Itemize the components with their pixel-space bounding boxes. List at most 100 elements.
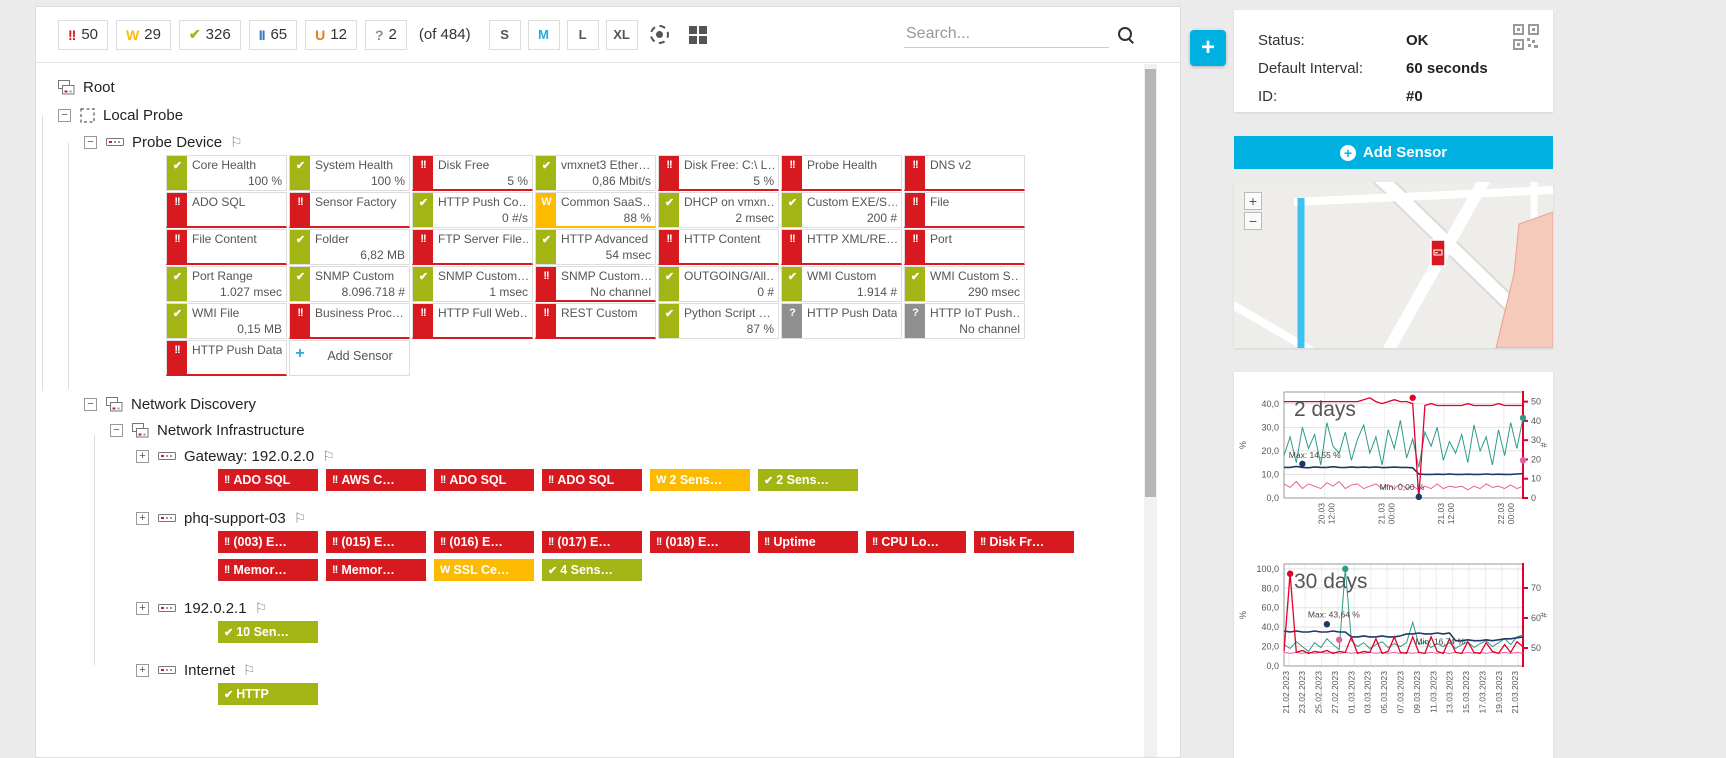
count-error[interactable]: !! 50: [58, 19, 109, 50]
flag-icon[interactable]: ⚐: [254, 599, 268, 616]
map-zoom-in-button[interactable]: +: [1244, 192, 1262, 210]
flag-icon[interactable]: ⚐: [293, 509, 307, 526]
sensor-tile[interactable]: !! HTTP Push Data: [166, 340, 287, 376]
size-button-m[interactable]: M: [527, 19, 560, 50]
sensor-tile[interactable]: ✔ Core Health 100 %: [166, 155, 287, 191]
tree-row-local-probe[interactable]: − Local Probe: [58, 101, 1180, 129]
expand-toggle[interactable]: +: [136, 663, 149, 677]
sensor-tile[interactable]: ✔ 2 Sens…: [758, 469, 858, 491]
flag-icon[interactable]: ⚐: [230, 133, 243, 150]
sensor-tile[interactable]: !! HTTP Full Web…: [412, 303, 533, 339]
count-warning[interactable]: W 29: [116, 19, 171, 50]
sensor-tile[interactable]: !! Disk Free: C:\ L… 5 %: [658, 155, 779, 191]
search-input[interactable]: [904, 21, 1109, 48]
sensor-tile[interactable]: ✔ Custom EXE/S… 200 #: [781, 192, 902, 228]
sensor-tile[interactable]: !! ADO SQL: [218, 469, 318, 491]
search-icon[interactable]: [1117, 26, 1135, 44]
sensor-tile[interactable]: !! ADO SQL: [542, 469, 642, 491]
size-button-xl[interactable]: XL: [605, 19, 638, 50]
tree-row-root[interactable]: Root: [58, 73, 1180, 101]
sensor-tile[interactable]: !! Business Proc…: [289, 303, 410, 339]
geo-map-card[interactable]: + −: [1234, 182, 1553, 348]
sensor-tile[interactable]: !! Uptime: [758, 531, 858, 553]
sensor-tile[interactable]: !! FTP Server File…: [412, 229, 533, 265]
flag-icon[interactable]: ⚐: [322, 447, 335, 464]
sensor-tile[interactable]: ✔ 4 Sens…: [542, 559, 642, 581]
flag-icon[interactable]: ⚐: [242, 661, 256, 678]
sensor-tile[interactable]: ✔ HTTP: [218, 683, 318, 705]
quick-add-button[interactable]: +: [1190, 30, 1226, 66]
sensor-tile[interactable]: !! CPU Lo…: [866, 531, 966, 553]
sensor-tile[interactable]: !! Disk Fr…: [974, 531, 1074, 553]
count-paused[interactable]: II 65: [248, 19, 298, 50]
qr-code-icon[interactable]: [1513, 24, 1539, 55]
add-sensor-button[interactable]: + Add Sensor: [1234, 136, 1553, 169]
grid-view-icon[interactable]: [683, 20, 713, 50]
tree-row-network-infrastructure[interactable]: − Network Infrastructure: [58, 417, 1180, 443]
expand-toggle[interactable]: +: [136, 601, 149, 615]
tree-row-network-discovery[interactable]: − Network Discovery: [58, 391, 1180, 417]
sensor-tile[interactable]: !! File: [904, 192, 1025, 228]
sensor-tile[interactable]: !! ADO SQL: [166, 192, 287, 228]
count-unknown[interactable]: ? 2: [364, 19, 407, 50]
sensor-tile[interactable]: ✔ Python Script … 87 %: [658, 303, 779, 339]
sensor-tile[interactable]: ✔ OUTGOING/All… 0 #: [658, 266, 779, 302]
sensor-tile[interactable]: !! ADO SQL: [434, 469, 534, 491]
sensor-tile[interactable]: !! Memor…: [326, 559, 426, 581]
tree-row-gateway-192-0-2-0[interactable]: + Gateway: 192.0.2.0 ⚐: [58, 443, 1180, 469]
map-zoom-out-button[interactable]: −: [1244, 212, 1262, 230]
sensor-tile[interactable]: ✔ HTTP Push Co… 0 #/s: [412, 192, 533, 228]
sensor-tile[interactable]: !! File Content: [166, 229, 287, 265]
scrollbar-track[interactable]: [1144, 64, 1157, 757]
size-button-s[interactable]: S: [488, 19, 521, 50]
sensor-tile[interactable]: !! Probe Health: [781, 155, 902, 191]
sensor-tile[interactable]: !! Sensor Factory: [289, 192, 410, 228]
sensor-tile[interactable]: !! HTTP XML/RE…: [781, 229, 902, 265]
sensor-tile[interactable]: W SSL Ce…: [434, 559, 534, 581]
sensor-tile[interactable]: ✔ Folder 6,82 MB: [289, 229, 410, 265]
sensor-tile[interactable]: ✔ System Health 100 %: [289, 155, 410, 191]
count-ok[interactable]: ✔ 326: [178, 19, 241, 50]
sensor-tile[interactable]: ✔ SNMP Custom… 1 msec: [412, 266, 533, 302]
tree-row-phq-support-03[interactable]: + phq-support-03 ⚐: [58, 505, 1180, 531]
sensor-tile[interactable]: !! (015) E…: [326, 531, 426, 553]
sensor-tile[interactable]: !! (016) E…: [434, 531, 534, 553]
expand-toggle[interactable]: +: [136, 449, 149, 463]
sensor-tile[interactable]: !! HTTP Content: [658, 229, 779, 265]
sensor-tile[interactable]: !! DNS v2: [904, 155, 1025, 191]
sensor-tile[interactable]: ✔ WMI File 0,15 MB: [166, 303, 287, 339]
sensor-tile[interactable]: !! AWS C…: [326, 469, 426, 491]
size-button-l[interactable]: L: [566, 19, 599, 50]
count-unusual[interactable]: U 12: [305, 19, 357, 50]
tree-row-192-0-2-1[interactable]: +192.0.2.1 ⚐: [58, 595, 1180, 621]
expand-toggle[interactable]: −: [58, 108, 71, 122]
sensor-tile[interactable]: !! (017) E…: [542, 531, 642, 553]
sensor-tile[interactable]: !! REST Custom: [535, 303, 656, 339]
sensor-tile[interactable]: !! SNMP Custom… No channel: [535, 266, 656, 302]
sensor-tile[interactable]: !! Port: [904, 229, 1025, 265]
sensor-tile[interactable]: ? HTTP IoT Push… No channel: [904, 303, 1025, 339]
sensor-tile[interactable]: ✔ WMI Custom 1.914 #: [781, 266, 902, 302]
sensor-tile[interactable]: !! Disk Free 5 %: [412, 155, 533, 191]
sensor-tile[interactable]: ✔ SNMP Custom 8.096.718 #: [289, 266, 410, 302]
expand-toggle[interactable]: −: [110, 423, 123, 437]
sensor-tile[interactable]: !! Memor…: [218, 559, 318, 581]
sensor-tile[interactable]: ✔ WMI Custom S… 290 msec: [904, 266, 1025, 302]
expand-toggle[interactable]: −: [84, 135, 97, 149]
sensor-tile[interactable]: !! (018) E…: [650, 531, 750, 553]
sensor-tile[interactable]: ? HTTP Push Data: [781, 303, 902, 339]
add-sensor-tile[interactable]: + Add Sensor: [289, 340, 410, 376]
sensor-tile[interactable]: !! (003) E…: [218, 531, 318, 553]
settings-icon[interactable]: [645, 20, 675, 50]
sensor-tile[interactable]: ✔ Port Range 1.027 msec: [166, 266, 287, 302]
scrollbar-thumb[interactable]: [1145, 69, 1156, 497]
sensor-tile[interactable]: ✔ HTTP Advanced 54 msec: [535, 229, 656, 265]
expand-toggle[interactable]: +: [136, 511, 149, 525]
expand-toggle[interactable]: −: [84, 397, 97, 411]
tree-row-internet[interactable]: + Internet ⚐: [58, 657, 1180, 683]
sensor-tile[interactable]: ✔ DHCP on vmxn… 2 msec: [658, 192, 779, 228]
tree-row-probe-device[interactable]: − Probe Device ⚐: [58, 129, 1180, 155]
sensor-tile[interactable]: ✔ 10 Sen…: [218, 621, 318, 643]
sensor-tile[interactable]: ✔ vmxnet3 Ether… 0,86 Mbit/s: [535, 155, 656, 191]
